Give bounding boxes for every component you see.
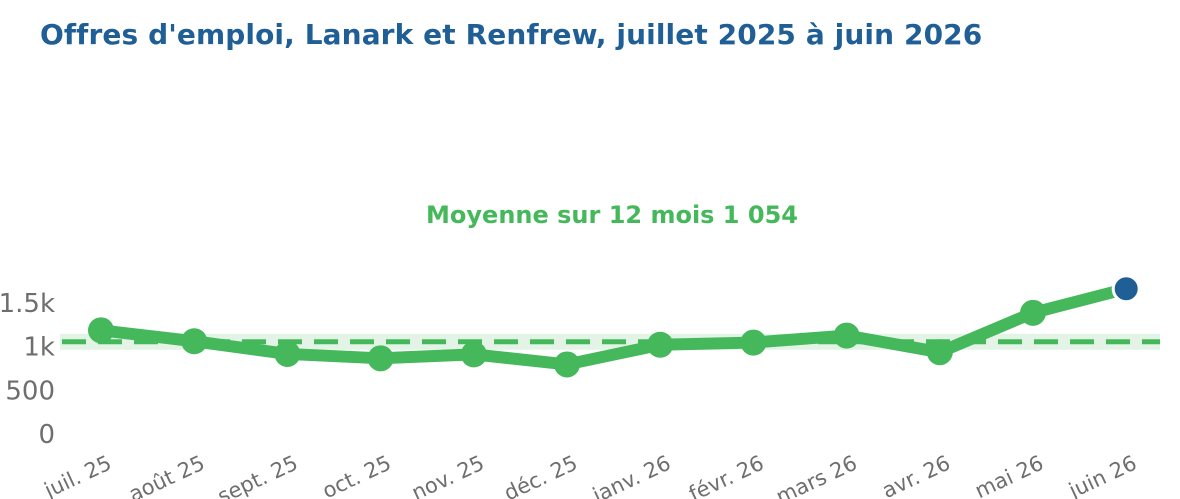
data-point	[926, 339, 953, 366]
x-tick-label: mars 26	[772, 451, 860, 499]
x-tick-label: avr. 26	[878, 451, 953, 499]
x-tick-label: sept. 25	[214, 451, 302, 499]
x-tick-label: juin 26	[1064, 451, 1140, 499]
data-points	[88, 274, 1141, 378]
data-point	[1020, 299, 1046, 326]
highlight-data-point	[1111, 274, 1141, 304]
data-point	[88, 317, 114, 344]
data-point	[460, 341, 487, 368]
y-tick-label: 1k	[23, 333, 55, 363]
x-tick-label: août 25	[125, 451, 208, 499]
data-point	[647, 331, 674, 358]
y-axis-ticks: 0 500 1k 1.5k	[0, 289, 55, 450]
y-tick-label: 1.5k	[0, 289, 55, 319]
x-tick-label: févr. 26	[685, 451, 767, 499]
data-point	[181, 328, 208, 355]
data-point	[740, 329, 767, 356]
x-tick-label: mai 26	[971, 451, 1047, 499]
x-tick-label: déc. 25	[500, 451, 581, 499]
y-tick-label: 0	[38, 420, 55, 450]
y-tick-label: 500	[5, 376, 55, 406]
series-line	[95, 282, 1133, 371]
chart-title: Offres d'emploi, Lanark et Renfrew, juil…	[40, 18, 983, 51]
data-point	[367, 345, 394, 372]
series-line-group	[95, 282, 1133, 371]
average-label: Moyenne sur 12 mois 1 054	[426, 201, 798, 229]
x-tick-label: janv. 26	[588, 451, 674, 499]
x-tick-label: oct. 25	[319, 451, 395, 499]
data-point	[833, 322, 860, 349]
x-axis-ticks: juil. 25 août 25 sept. 25 oct. 25 nov. 25 déc…	[40, 451, 1140, 499]
x-tick-label: juil. 25	[40, 451, 115, 499]
data-point	[554, 351, 580, 378]
x-tick-label: nov. 25	[408, 451, 488, 499]
data-point	[274, 340, 301, 367]
